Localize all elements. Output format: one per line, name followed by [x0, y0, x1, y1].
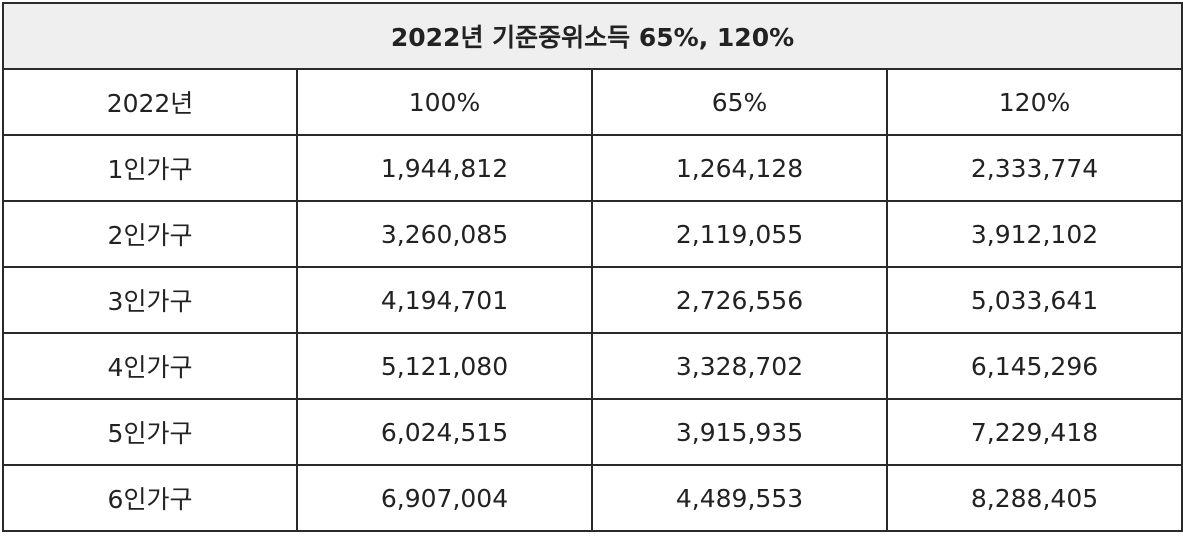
header-cell-65: 65% [591, 68, 888, 136]
value-cell: 1,944,812 [296, 134, 593, 202]
household-cell: 2인가구 [2, 200, 298, 268]
table-row: 6인가구 6,907,004 4,489,553 8,288,405 [2, 464, 1183, 532]
value-cell: 6,907,004 [296, 464, 593, 532]
household-cell: 5인가구 [2, 398, 298, 466]
value-cell: 4,489,553 [591, 464, 888, 532]
header-row: 2022년 100% 65% 120% [2, 68, 1183, 136]
table-row: 2인가구 3,260,085 2,119,055 3,912,102 [2, 200, 1183, 268]
value-cell: 3,912,102 [885, 200, 1183, 268]
value-cell: 2,119,055 [591, 200, 888, 268]
table-row: 4인가구 5,121,080 3,328,702 6,145,296 [2, 332, 1183, 400]
household-cell: 1인가구 [2, 134, 298, 202]
header-cell-year: 2022년 [2, 68, 298, 136]
median-income-table: 2022년 기준중위소득 65%, 120% 2022년 100% 65% 12… [1, 2, 1183, 532]
header-cell-120: 120% [885, 68, 1183, 136]
table-title: 2022년 기준중위소득 65%, 120% [1, 2, 1183, 70]
table-row: 1인가구 1,944,812 1,264,128 2,333,774 [2, 134, 1183, 202]
value-cell: 8,288,405 [885, 464, 1183, 532]
income-table-container: 2022년 기준중위소득 65%, 120% 2022년 100% 65% 12… [1, 2, 1183, 532]
title-row: 2022년 기준중위소득 65%, 120% [1, 2, 1183, 70]
household-cell: 3인가구 [2, 266, 298, 334]
table-row: 5인가구 6,024,515 3,915,935 7,229,418 [2, 398, 1183, 466]
table-row: 3인가구 4,194,701 2,726,556 5,033,641 [2, 266, 1183, 334]
header-cell-100: 100% [296, 68, 593, 136]
value-cell: 3,915,935 [591, 398, 888, 466]
value-cell: 1,264,128 [591, 134, 888, 202]
value-cell: 2,333,774 [885, 134, 1183, 202]
household-cell: 4인가구 [2, 332, 298, 400]
value-cell: 5,033,641 [885, 266, 1183, 334]
household-cell: 6인가구 [2, 464, 298, 532]
value-cell: 6,145,296 [885, 332, 1183, 400]
value-cell: 5,121,080 [296, 332, 593, 400]
value-cell: 6,024,515 [296, 398, 593, 466]
value-cell: 3,328,702 [591, 332, 888, 400]
value-cell: 2,726,556 [591, 266, 888, 334]
value-cell: 7,229,418 [885, 398, 1183, 466]
value-cell: 4,194,701 [296, 266, 593, 334]
value-cell: 3,260,085 [296, 200, 593, 268]
